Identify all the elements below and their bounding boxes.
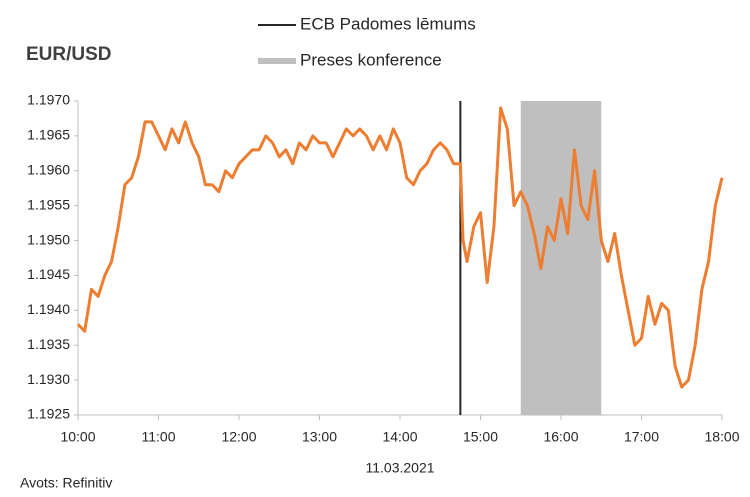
x-tick-label: 12:00 [221, 429, 256, 445]
y-tick-label: 1.1965 [27, 127, 70, 143]
x-tick-label: 17:00 [624, 429, 659, 445]
x-tick-label: 10:00 [60, 429, 95, 445]
x-tick-label: 16:00 [543, 429, 578, 445]
y-tick-label: 1.1935 [27, 336, 70, 352]
x-tick-label: 13:00 [302, 429, 337, 445]
y-tick-label: 1.1940 [27, 301, 70, 317]
x-tick-label: 15:00 [463, 429, 498, 445]
chart-title: EUR/USD [26, 44, 112, 65]
y-tick-label: 1.1930 [27, 371, 70, 387]
y-tick-label: 1.1945 [27, 266, 70, 282]
x-tick-label: 18:00 [704, 429, 739, 445]
price-line [76, 106, 724, 389]
legend-label: Preses konference [300, 50, 442, 69]
y-tick-label: 1.1955 [27, 196, 70, 212]
x-axis-label: 11.03.2021 [365, 460, 434, 476]
source: Avots: Refinitiv [20, 475, 112, 491]
y-tick-label: 1.1970 [27, 92, 70, 108]
x-tick-label: 11:00 [142, 429, 176, 445]
press-conference-band [520, 101, 602, 415]
legend-label: ECB Padomes lēmums [300, 14, 476, 33]
y-tick-label: 1.1960 [27, 161, 70, 177]
y-tick-label: 1.1950 [27, 231, 70, 247]
x-tick-label: 14:00 [382, 429, 417, 445]
y-tick-label: 1.1925 [27, 406, 70, 422]
